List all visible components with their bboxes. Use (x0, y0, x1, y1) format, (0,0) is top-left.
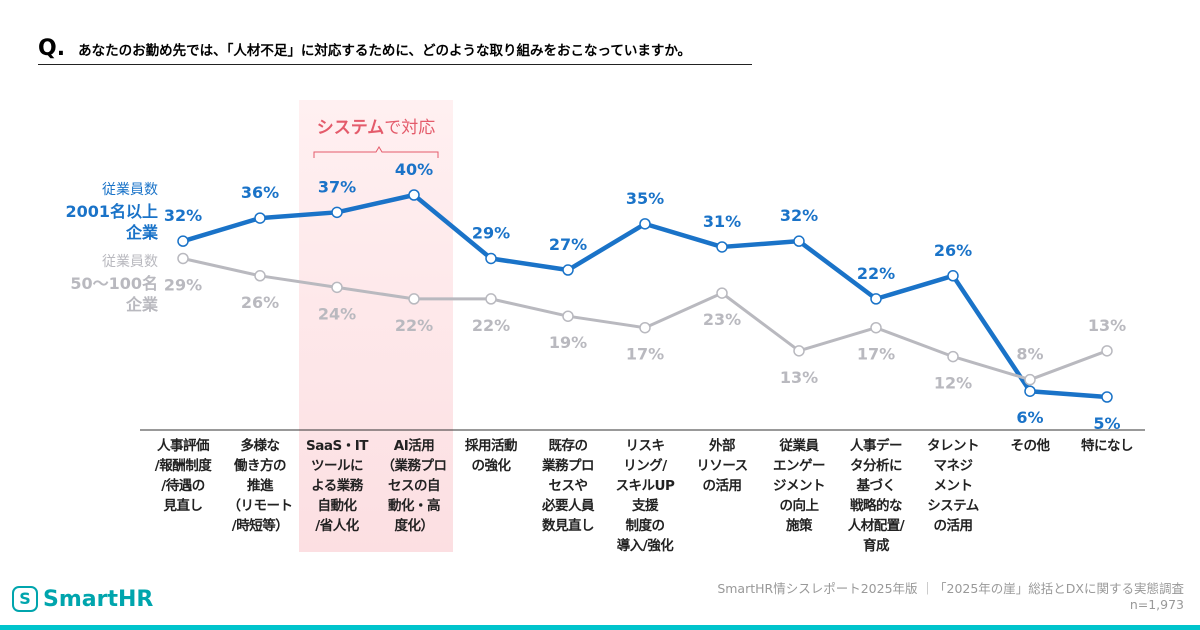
data-label: 31% (703, 212, 741, 231)
point (562, 264, 574, 276)
data-label: 29% (472, 223, 510, 242)
logo: S SmartHR (12, 586, 153, 612)
data-label: 22% (857, 264, 895, 283)
data-label: 22% (472, 316, 510, 335)
data-label: 27% (549, 235, 587, 254)
point (254, 212, 266, 224)
legend-name: 2001名以上 企業 (65, 202, 158, 242)
logo-text: SmartHR (43, 586, 154, 612)
question: Q. あなたのお勤め先では、「人材不足」に対応するために、どのような取り組みをお… (38, 36, 752, 65)
x-tick-label: 特になし (1081, 438, 1134, 454)
point (331, 281, 343, 294)
data-label: 17% (626, 345, 664, 364)
data-label: 13% (780, 368, 818, 387)
question-text: あなたのお勤め先では、「人材不足」に対応するために、どのような取り組みをおこなっ… (78, 43, 692, 59)
legend-entry: 従業員数 2001名以上 企業 (65, 180, 158, 243)
point (870, 321, 882, 334)
x-tick-label: タレント マネジ メント システム の活用 (927, 438, 980, 534)
x-tick-label: 多様な 働き方の 推進 （リモート /時短等） (227, 438, 294, 534)
highlight-strong: システム (316, 118, 385, 138)
point (1101, 345, 1113, 357)
point (947, 270, 959, 282)
point (485, 293, 497, 305)
point (639, 321, 651, 334)
data-label: 35% (626, 189, 664, 208)
point (639, 218, 651, 230)
data-label: 37% (318, 177, 356, 196)
highlight-label: システムで対応 (299, 113, 453, 138)
x-tick-label: 外部 リソース の活用 (696, 438, 748, 494)
footer-bar (0, 625, 1200, 630)
highlight-rest: で対応 (384, 118, 436, 138)
data-label: 6% (1016, 408, 1043, 427)
point (793, 345, 805, 357)
x-tick-label: 既存の 業務プロ セスや 必要人員 数見直し (542, 438, 595, 534)
x-tick-label: 人事デー タ分析に 基づく 戦略的な 人材配置/ 育成 (847, 438, 905, 554)
point (331, 206, 343, 219)
data-label: 36% (241, 183, 279, 202)
x-tick-label: 採用活動 の強化 (465, 438, 518, 474)
data-label: 12% (934, 374, 972, 393)
data-label: 23% (703, 310, 741, 329)
x-tick-label: 従業員 エンゲー ジメント の向上 施策 (773, 438, 826, 534)
point (716, 287, 728, 299)
x-tick-label: AI活用 （業務プロ セスの自 動化・高 度化） (381, 438, 448, 534)
point (485, 252, 497, 265)
point (408, 293, 420, 305)
legend-prefix: 従業員数 (102, 254, 158, 270)
data-label: 13% (1088, 316, 1126, 335)
point (254, 270, 266, 282)
data-label: 24% (318, 304, 356, 323)
point (716, 241, 728, 253)
sample-size: n=1,973 (1129, 597, 1184, 612)
data-label: 26% (934, 241, 972, 260)
data-label: 32% (780, 206, 818, 225)
point (408, 189, 420, 201)
data-label: 19% (549, 333, 587, 352)
legend-prefix: 従業員数 (102, 182, 158, 198)
bracket (313, 146, 439, 158)
x-tick-label: SaaS・IT ツールに よる業務 自動化 /省人化 (306, 438, 368, 534)
data-label: 17% (857, 345, 895, 364)
point (947, 350, 959, 363)
question-marker: Q. (38, 36, 66, 61)
data-label: 22% (395, 316, 433, 335)
logo-icon: S (12, 586, 38, 612)
point (177, 252, 189, 265)
point (1024, 373, 1036, 386)
highlight-band (299, 100, 453, 552)
point (793, 235, 805, 247)
data-label: 29% (164, 275, 202, 294)
point (1101, 391, 1113, 403)
point (177, 235, 189, 247)
source: SmartHR情シスレポート2025年版 ｜「2025年の崖」総括とDXに関する… (717, 581, 1184, 596)
point (870, 293, 882, 305)
data-label: 32% (164, 206, 202, 225)
data-label: 26% (241, 293, 279, 312)
x-tick-label: その他 (1010, 438, 1051, 454)
legend-entry: 従業員数 50〜100名 企業 (70, 252, 158, 315)
point (562, 310, 574, 322)
x-tick-label: 人事評価 /報酬制度 /待遇の 見直し (154, 438, 212, 514)
x-tick-label: リスキ リング/ スキルUP 支援 制度の 導入/強化 (615, 438, 675, 554)
data-label: 8% (1016, 345, 1043, 364)
legend-name: 50〜100名 企業 (70, 274, 158, 314)
point (1024, 385, 1036, 397)
data-label: 40% (395, 160, 433, 179)
data-label: 5% (1093, 414, 1120, 433)
